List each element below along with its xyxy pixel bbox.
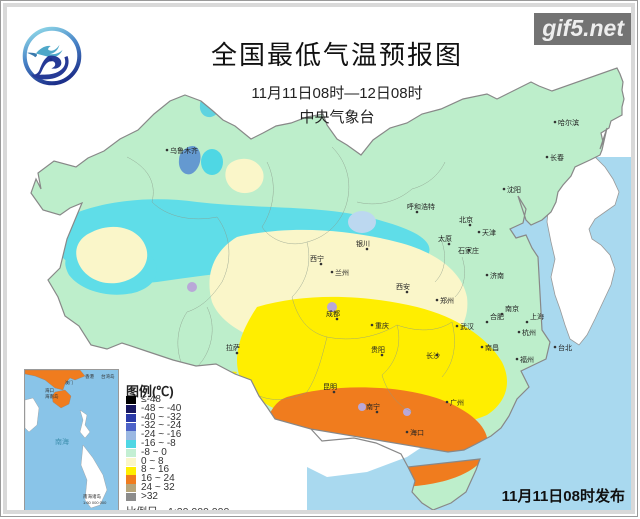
svg-text:银川: 银川 — [356, 239, 370, 248]
svg-text:太原: 太原 — [438, 234, 452, 243]
svg-text:拉萨: 拉萨 — [226, 343, 240, 352]
svg-text:海南岛: 海南岛 — [45, 393, 59, 400]
svg-text:重庆: 重庆 — [375, 321, 389, 330]
svg-text:1:60 000 000: 1:60 000 000 — [83, 500, 107, 505]
svg-text:杭州: 杭州 — [522, 328, 536, 337]
svg-text:济南: 济南 — [490, 271, 504, 280]
svg-text:成都: 成都 — [326, 309, 340, 318]
svg-text:澳门: 澳门 — [65, 379, 73, 385]
svg-text:长春: 长春 — [550, 153, 564, 162]
svg-text:南宁: 南宁 — [366, 402, 380, 411]
svg-text:北京: 北京 — [459, 215, 473, 224]
svg-text:石家庄: 石家庄 — [458, 246, 479, 255]
svg-text:广州: 广州 — [450, 398, 464, 407]
svg-text:台北: 台北 — [558, 343, 572, 352]
svg-text:长沙: 长沙 — [426, 351, 440, 360]
svg-text:南海诸岛: 南海诸岛 — [83, 493, 101, 500]
svg-text:贵阳: 贵阳 — [371, 345, 385, 354]
svg-text:乌鲁木齐: 乌鲁木齐 — [170, 146, 198, 155]
svg-text:兰州: 兰州 — [335, 268, 349, 277]
svg-text:南昌: 南昌 — [485, 343, 499, 352]
svg-text:哈尔滨: 哈尔滨 — [558, 118, 579, 127]
svg-text:呼和浩特: 呼和浩特 — [407, 202, 435, 211]
svg-text:西安: 西安 — [396, 282, 410, 291]
svg-text:天津: 天津 — [482, 229, 496, 237]
svg-text:沈阳: 沈阳 — [507, 185, 521, 194]
svg-text:南京: 南京 — [505, 304, 519, 313]
svg-text:武汉: 武汉 — [460, 322, 474, 331]
svg-text:西宁: 西宁 — [310, 254, 324, 263]
svg-text:海口: 海口 — [45, 387, 54, 394]
svg-text:香港: 香港 — [85, 373, 94, 380]
svg-text:郑州: 郑州 — [440, 297, 454, 305]
svg-text:南海: 南海 — [55, 437, 69, 446]
svg-text:福州: 福州 — [520, 355, 534, 364]
svg-text:海口: 海口 — [410, 428, 424, 437]
svg-text:台湾岛: 台湾岛 — [101, 373, 115, 380]
